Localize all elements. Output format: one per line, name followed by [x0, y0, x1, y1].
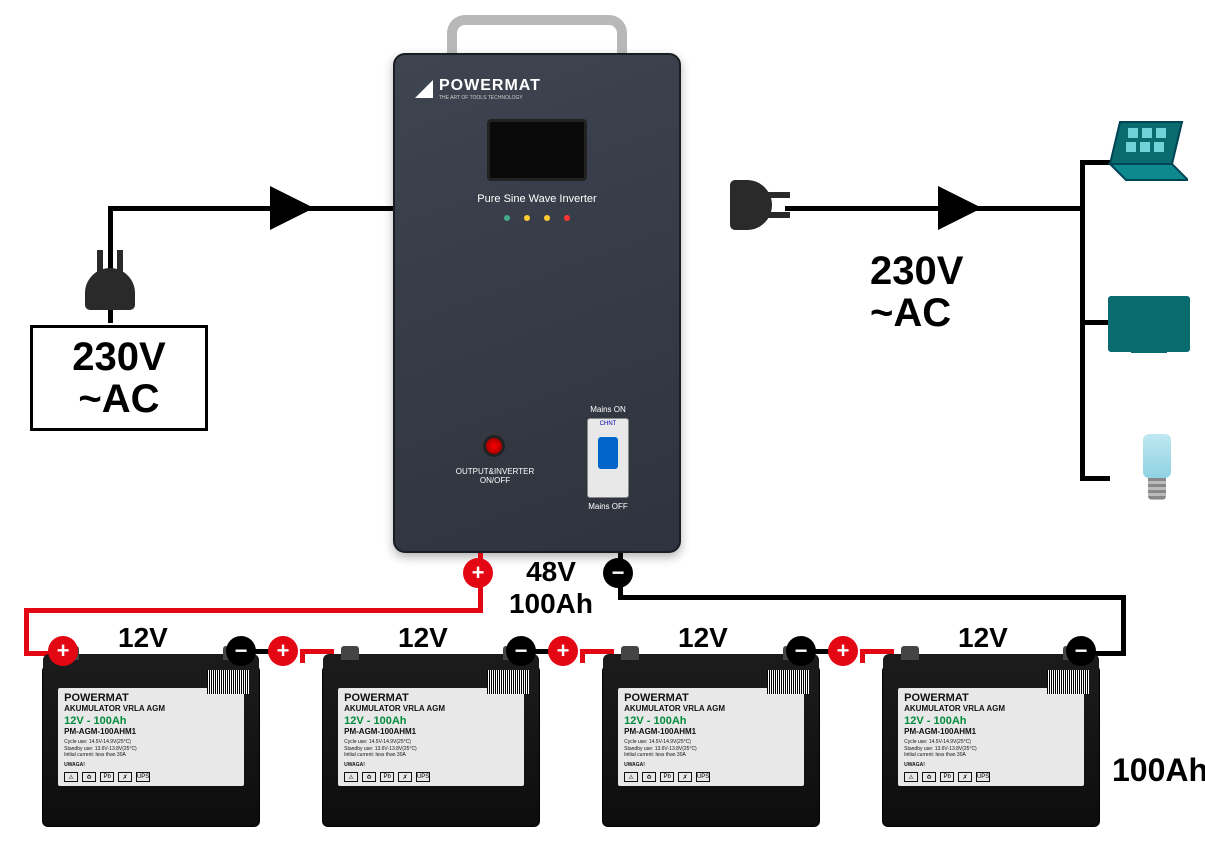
bat2-plus: +	[268, 636, 298, 666]
bat3-voltage: 12V	[678, 622, 728, 654]
input-voltage: 230V	[47, 336, 191, 378]
dc-voltage: 48V	[506, 556, 596, 588]
output-voltage-box: 230V ~AC	[870, 250, 963, 334]
inverter-switch-label: OUTPUT&INVERTER ON/OFF	[455, 467, 535, 485]
wire-dc-neg-drop	[1121, 595, 1126, 656]
inverter-leds	[395, 215, 679, 221]
polarity-minus-inverter: −	[603, 558, 633, 588]
bat1-plus: +	[48, 636, 78, 666]
bat2-minus: −	[506, 636, 536, 666]
battery-4: POWERMAT AKUMULATOR VRLA AGM 12V - 100Ah…	[882, 665, 1100, 827]
bat3-minus: −	[786, 636, 816, 666]
battery-1: POWERMAT AKUMULATOR VRLA AGM 12V - 100Ah…	[42, 665, 260, 827]
led-1	[504, 215, 510, 221]
bat4-minus: −	[1066, 636, 1096, 666]
battery-capacity-label: 100Ah	[1112, 752, 1205, 789]
inverter-breaker[interactable]: CHNT	[587, 418, 629, 498]
inverter-breaker-area: Mains ON CHNT Mains OFF	[587, 405, 629, 511]
led-3	[544, 215, 550, 221]
breaker-brand: CHNT	[588, 419, 628, 427]
plug-input	[75, 250, 145, 320]
inverter-subtitle: Pure Sine Wave Inverter	[395, 193, 679, 205]
battery-1-line1: AKUMULATOR VRLA AGM	[64, 704, 238, 713]
brand-logo-icon	[415, 80, 433, 98]
inverter-handle	[447, 15, 627, 53]
wire-dc-pos-across	[24, 608, 483, 613]
inverter: POWERMAT THE ART OF TOOLS TECHNOLOGY Pur…	[393, 53, 681, 553]
inverter-brand: POWERMAT	[439, 77, 541, 95]
wire-input-horizontal	[108, 206, 393, 211]
led-2	[524, 215, 530, 221]
output-voltage: 230V	[870, 250, 963, 292]
bat2-voltage: 12V	[398, 622, 448, 654]
device-laptop	[1100, 120, 1190, 186]
bat1-voltage: 12V	[118, 622, 168, 654]
input-ac: ~AC	[47, 378, 191, 420]
monitor-icon	[1108, 296, 1190, 352]
dc-label: 48V 100Ah	[506, 556, 596, 620]
laptop-icon	[1102, 120, 1188, 186]
inverter-power-switch[interactable]	[483, 435, 505, 457]
dc-capacity: 100Ah	[506, 588, 596, 620]
output-ac: ~AC	[870, 292, 963, 334]
battery-1-line2: 12V - 100Ah	[64, 715, 238, 727]
polarity-plus-inverter: +	[463, 558, 493, 588]
inverter-power-area: OUTPUT&INVERTER ON/OFF	[483, 435, 535, 485]
bat1-minus: −	[226, 636, 256, 666]
device-bulb	[1112, 434, 1202, 504]
plug-output	[720, 170, 790, 240]
inverter-brand-sub: THE ART OF TOOLS TECHNOLOGY	[439, 95, 541, 101]
wire-output-horizontal	[785, 206, 1085, 211]
arrow-input	[270, 186, 314, 230]
arrow-output	[938, 186, 982, 230]
bat4-voltage: 12V	[958, 622, 1008, 654]
bat4-plus: +	[828, 636, 858, 666]
input-voltage-box: 230V ~AC	[30, 325, 208, 431]
mains-off-label: Mains OFF	[587, 502, 629, 511]
wire-to-bulb	[1080, 476, 1110, 481]
battery-1-code: PM-AGM-100AHM1	[64, 727, 238, 736]
bat3-plus: +	[548, 636, 578, 666]
wire-dc-neg-across	[618, 595, 1126, 600]
battery-3: POWERMAT AKUMULATOR VRLA AGM 12V - 100Ah…	[602, 665, 820, 827]
device-monitor	[1104, 296, 1194, 352]
mains-on-label: Mains ON	[587, 405, 629, 414]
wire-dc-pos-drop	[24, 608, 29, 656]
led-4	[564, 215, 570, 221]
battery-2: POWERMAT AKUMULATOR VRLA AGM 12V - 100Ah…	[322, 665, 540, 827]
inverter-display	[487, 119, 587, 181]
breaker-toggle[interactable]	[598, 437, 618, 469]
bulb-icon	[1139, 434, 1175, 504]
